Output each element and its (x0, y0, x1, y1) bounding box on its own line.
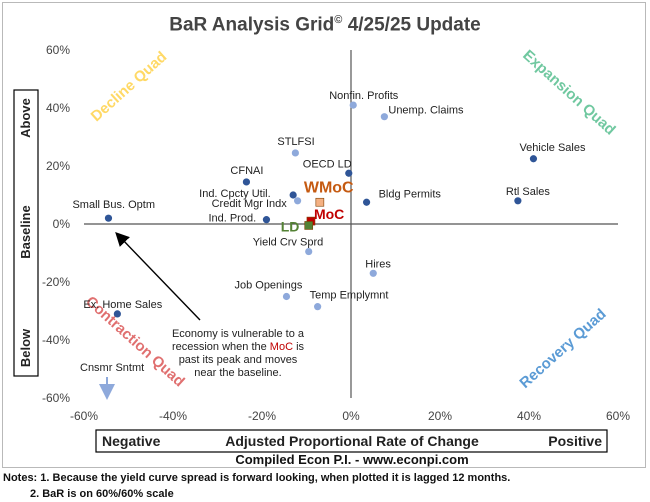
point-label: Temp Emplymnt (310, 290, 389, 302)
annotation-part: recession when the (172, 341, 270, 353)
quadrant-decline: Decline Quad (88, 48, 171, 125)
data-point (529, 155, 538, 163)
data-point (104, 214, 113, 222)
chart-title-main: BaR Analysis Grid (169, 14, 335, 36)
y-side-baseline: Baseline (18, 205, 33, 258)
data-point (294, 197, 302, 205)
data-point (291, 149, 299, 157)
footnote-2: 2. BaR is on 60%/60% scale (30, 488, 174, 500)
annotation-line: recession when the MoC is (172, 341, 305, 353)
x-tick-label: -60% (70, 409, 98, 423)
point-label: Bldg Permits (379, 188, 442, 200)
data-point (282, 292, 291, 301)
chart-title-date: 4/25/25 Update (347, 14, 481, 36)
data-point (362, 198, 371, 206)
point-label: Yield Crv Sprd (253, 237, 324, 249)
highlight-label: LD (281, 218, 300, 234)
chart-frame (2, 2, 646, 468)
point-label: CFNAI (230, 165, 263, 177)
point-label: Vehicle Sales (519, 142, 586, 154)
x-banner-box (95, 429, 608, 453)
y-side-box (13, 89, 39, 377)
data-point (262, 216, 271, 224)
annotation-line: Economy is vulnerable to a (172, 328, 305, 340)
point-label: Cnsmr Sntmt (80, 362, 144, 374)
x-banner-negative: Negative (102, 433, 161, 449)
point-label: Ind. Cpcty Util. (199, 188, 271, 200)
y-tick-label: -40% (42, 333, 70, 347)
y-side-above: Above (18, 98, 33, 138)
x-banner-title: Adjusted Proportional Rate of Change (225, 433, 479, 449)
y-side-below: Below (18, 328, 33, 367)
point-label: Nonfin. Profits (329, 90, 399, 102)
data-point (289, 191, 297, 199)
chart-title: BaR Analysis Grid© 4/25/25 Update (0, 14, 650, 36)
point-label: Ind. Prod. (208, 213, 256, 225)
data-point (113, 310, 121, 318)
footnote-1: Notes: 1. Because the yield curve spread… (3, 472, 511, 484)
annotation-moc: MoC (270, 341, 293, 353)
y-tick-label: 0% (53, 217, 71, 231)
point-label: OECD LD (303, 158, 352, 170)
annotation-line: near the baseline. (194, 367, 281, 379)
annotation-line: past its peak and moves (179, 354, 298, 366)
quadrant-expansion: Expansion Quad (519, 47, 618, 139)
x-tick-label: 40% (517, 409, 541, 423)
y-tick-label: -20% (42, 275, 70, 289)
data-point (345, 169, 353, 177)
x-banner-positive: Positive (548, 433, 602, 449)
point-label: Credit Mgr Indx (212, 198, 288, 210)
point-label: Rtl Sales (506, 186, 551, 198)
annotation-arrow (115, 231, 201, 321)
highlight-marker (304, 221, 314, 230)
copyright-mark: © (334, 14, 343, 26)
point-label: Hires (365, 258, 391, 270)
x-tick-label: 20% (428, 409, 452, 423)
highlight-label: MoC (314, 206, 344, 222)
data-point (369, 269, 377, 277)
point-label: Small Bus. Optm (72, 199, 155, 211)
point-label: Job Openings (234, 280, 302, 292)
data-point (305, 247, 313, 256)
point-label: STLFSI (277, 136, 314, 148)
data-point (514, 197, 522, 205)
highlight-marker (315, 197, 325, 207)
y-tick-label: -60% (42, 391, 70, 405)
annotation-part: is (293, 341, 305, 353)
x-tick-label: -20% (248, 409, 276, 423)
x-tick-label: 60% (606, 409, 630, 423)
data-point (242, 178, 251, 186)
data-point (349, 101, 357, 109)
quadrant-recovery: Recovery Quad (516, 306, 609, 392)
highlight-label: WMoC (304, 179, 354, 196)
point-label: Ex. Home Sales (83, 299, 162, 311)
data-point (314, 303, 322, 311)
x-tick-label: 0% (342, 409, 360, 423)
point-label: Unemp. Claims (388, 105, 464, 117)
credit-text: Compiled Econ P.I. - www.econpi.com (235, 452, 468, 467)
y-tick-label: 40% (46, 101, 70, 115)
y-tick-label: 20% (46, 159, 70, 173)
data-point (380, 113, 388, 121)
y-tick-label: 60% (46, 43, 70, 57)
x-tick-label: -40% (159, 409, 187, 423)
